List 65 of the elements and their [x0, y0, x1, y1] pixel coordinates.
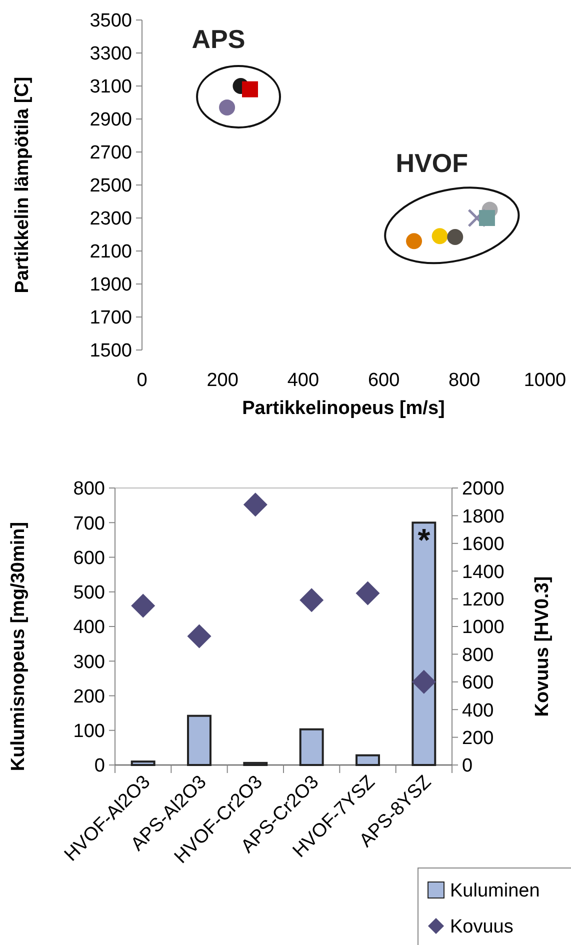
y-tick-label: 500 — [73, 582, 105, 604]
y-tick-label: 300 — [73, 652, 105, 673]
point — [300, 588, 324, 612]
bar — [243, 762, 268, 766]
point — [406, 233, 422, 250]
x-tick-label: 400 — [287, 370, 320, 391]
y-tick-label: 1700 — [90, 308, 132, 329]
y2-tick-label: 1800 — [462, 506, 504, 528]
y-tick-label: 700 — [73, 513, 105, 534]
legend-label: Kuluminen — [450, 880, 540, 902]
y-tick-label: 2300 — [90, 208, 132, 230]
bar — [187, 714, 212, 766]
y-tick-label: 2500 — [90, 176, 132, 197]
point — [242, 81, 258, 98]
y-tick-label: 2700 — [90, 142, 132, 164]
y-tick-label: 800 — [73, 478, 105, 500]
y-axis-title: Partikkelin lämpötila [C] — [12, 76, 33, 294]
x-tick-label: 800 — [448, 370, 480, 391]
x-tick-label: 1000 — [524, 370, 566, 391]
point — [187, 624, 212, 648]
annotation: * — [418, 522, 431, 558]
y2-tick-label: 600 — [462, 672, 494, 694]
y-tick-label: 200 — [73, 686, 105, 708]
y2-tick-label: 200 — [462, 728, 494, 749]
y-tick-label: 2900 — [90, 110, 132, 131]
y2-tick-label: 1400 — [462, 562, 504, 583]
bar — [130, 760, 156, 766]
x-tick-label: 600 — [368, 370, 400, 391]
point — [219, 99, 236, 116]
y-tick-label: 0 — [94, 756, 105, 777]
y-axis-title: Kulumisnopeus [mg/30min] — [8, 522, 29, 772]
y2-tick-label: 1200 — [462, 589, 504, 610]
y-tick-label: 3500 — [90, 10, 132, 32]
y-tick-label: 1500 — [90, 340, 132, 362]
y-tick-label: 3100 — [90, 76, 132, 98]
y2-tick-label: 0 — [462, 756, 473, 777]
annotation: APS — [192, 24, 246, 54]
y-tick-label: 1900 — [90, 274, 132, 296]
y2-tick-label: 2000 — [462, 478, 504, 500]
point — [478, 210, 495, 226]
x-tick-label: 200 — [206, 370, 238, 391]
point — [432, 228, 448, 244]
y2-tick-label: 1000 — [462, 617, 504, 638]
point — [412, 670, 436, 694]
annotation: HVOF — [396, 148, 468, 178]
bar — [356, 754, 380, 766]
y2-tick-label: 1600 — [462, 534, 504, 556]
y-tick-label: 400 — [73, 617, 105, 638]
x-axis-title: Partikkelinopeus [m/s] — [242, 398, 445, 419]
bar — [299, 728, 324, 766]
point — [447, 228, 464, 245]
bar — [412, 522, 436, 766]
y-tick-label: 2100 — [90, 242, 132, 263]
point — [356, 581, 380, 606]
y2-tick-label: 800 — [462, 644, 494, 666]
point — [131, 594, 156, 618]
y-tick-label: 100 — [73, 721, 105, 742]
point — [468, 208, 486, 228]
legend-label: Kovuus — [450, 916, 514, 938]
y2-tick-label: 400 — [462, 700, 494, 722]
y-tick-label: 600 — [73, 548, 105, 569]
point — [243, 492, 268, 517]
y-tick-label: 3300 — [90, 44, 132, 65]
x-tick-label: 0 — [136, 370, 148, 391]
y2-axis-title: Kovuus [HV0.3] — [532, 576, 553, 717]
